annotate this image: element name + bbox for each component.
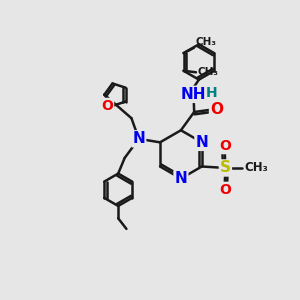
Text: O: O (210, 102, 223, 117)
Text: S: S (220, 160, 231, 175)
Text: NH: NH (181, 87, 206, 102)
Text: N: N (132, 131, 145, 146)
Text: CH₃: CH₃ (197, 67, 218, 77)
Text: CH₃: CH₃ (195, 37, 216, 46)
Text: O: O (101, 99, 113, 113)
Text: O: O (219, 183, 231, 197)
Text: H: H (206, 85, 218, 100)
Text: CH₃: CH₃ (244, 161, 268, 175)
Text: O: O (219, 139, 231, 153)
Text: N: N (196, 135, 208, 150)
Text: N: N (175, 171, 187, 186)
